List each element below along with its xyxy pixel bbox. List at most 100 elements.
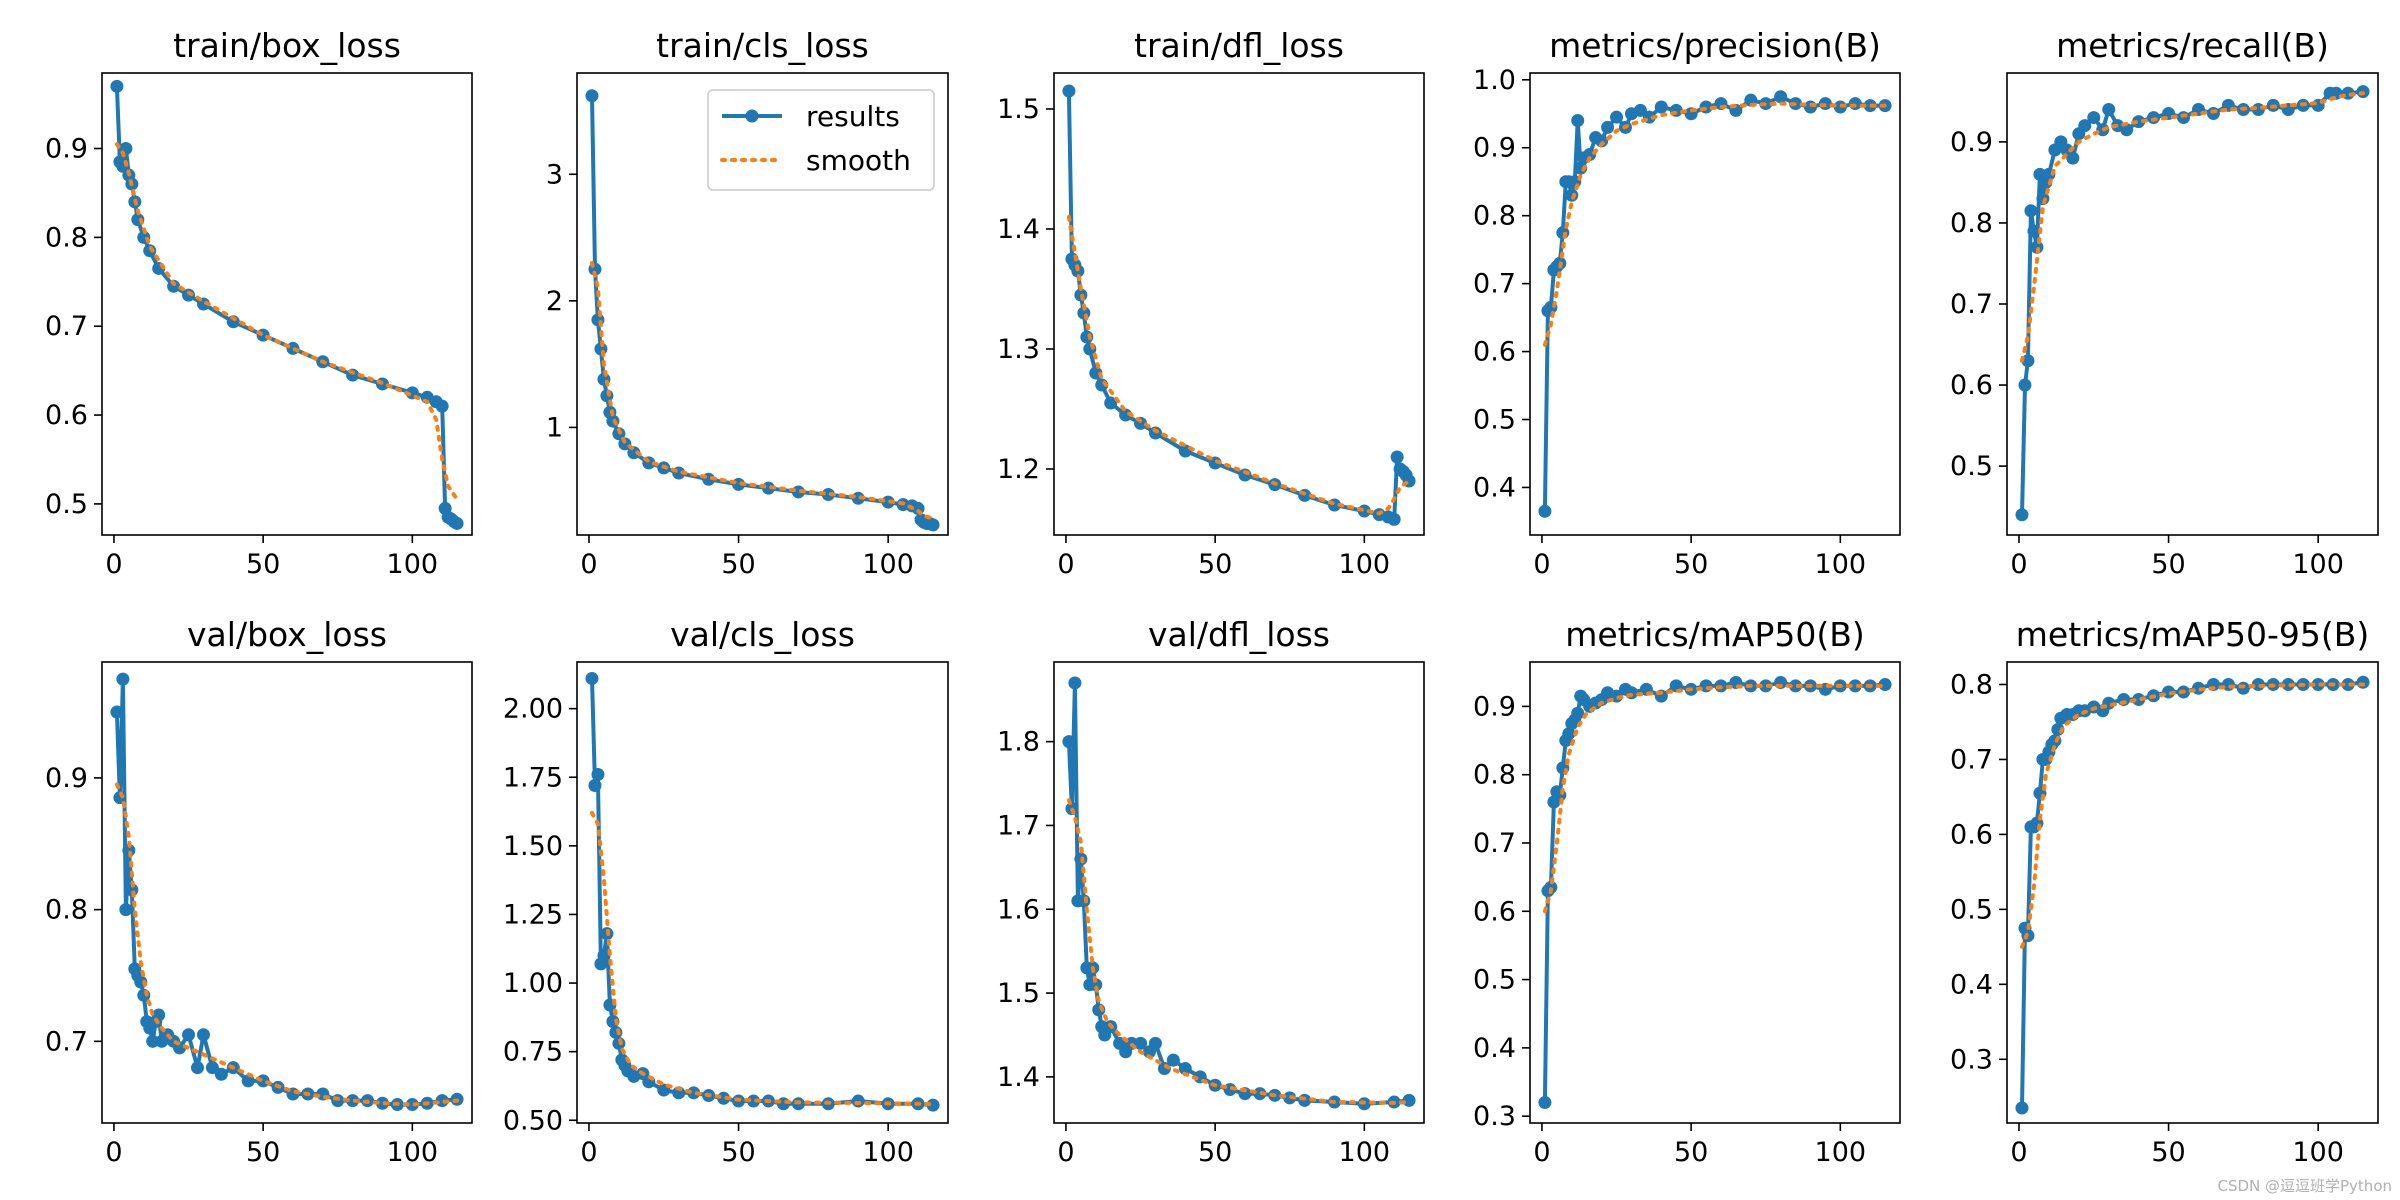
axes-frame bbox=[1053, 72, 1425, 536]
plot-title: val/cls_loss bbox=[670, 615, 855, 654]
smooth-series-line bbox=[114, 782, 460, 1107]
results-series-line bbox=[1066, 90, 1411, 522]
results-series-line bbox=[2020, 680, 2364, 1109]
results-point bbox=[435, 399, 449, 413]
results-point bbox=[405, 1098, 419, 1112]
plot-title: train/cls_loss bbox=[656, 26, 869, 65]
smooth-series-line bbox=[590, 260, 935, 521]
y-tick-label: 0.8 bbox=[1950, 669, 1993, 700]
smooth-series-line bbox=[1066, 215, 1412, 516]
results-point bbox=[585, 671, 599, 685]
y-tick-label: 1.5 bbox=[997, 978, 1040, 1009]
plot-title: val/box_loss bbox=[187, 615, 387, 654]
results-point bbox=[747, 1094, 761, 1108]
y-tick-label: 0.8 bbox=[45, 222, 88, 253]
results-point bbox=[2018, 378, 2032, 392]
y-tick-label: 0.5 bbox=[1950, 894, 1993, 925]
x-tick-label: 50 bbox=[2151, 1137, 2185, 1168]
subplot-metrics-precision-b: metrics/precision(B) 0 50 100 0.4 0.5 0.6 0.7 0.… bbox=[1473, 26, 1901, 580]
y-tick-label: 0.4 bbox=[1950, 969, 1993, 1000]
y-tick-label: 1.4 bbox=[997, 214, 1040, 245]
x-tick-label: 50 bbox=[1674, 549, 1708, 580]
y-tick-label: 0.5 bbox=[1473, 405, 1516, 436]
y-tick-label: 0.9 bbox=[45, 134, 88, 165]
results-point bbox=[110, 79, 124, 93]
x-tick-label: 50 bbox=[1674, 1137, 1708, 1168]
x-tick-label: 0 bbox=[2010, 1137, 2027, 1168]
y-tick-label: 2 bbox=[546, 286, 563, 317]
results-point bbox=[214, 1067, 228, 1081]
smooth-series-line bbox=[114, 142, 460, 502]
watermark-text: CSDN @逗逗班学Python bbox=[2217, 1177, 2392, 1195]
axes-frame bbox=[101, 661, 473, 1124]
x-tick-label: 100 bbox=[2292, 549, 2344, 580]
y-tick-label: 0.4 bbox=[1473, 1033, 1516, 1064]
x-tick-label: 50 bbox=[721, 1137, 755, 1168]
x-tick-label: 100 bbox=[1815, 549, 1867, 580]
y-tick-label: 1.7 bbox=[997, 810, 1040, 841]
y-tick-label: 1.00 bbox=[503, 968, 563, 999]
results-point bbox=[1595, 134, 1609, 148]
results-point bbox=[205, 1061, 219, 1075]
y-tick-label: 0.7 bbox=[1950, 289, 1993, 320]
results-point bbox=[2132, 115, 2146, 129]
y-tick-label: 0.9 bbox=[45, 763, 88, 794]
plot-title: train/dfl_loss bbox=[1134, 26, 1344, 65]
y-tick-label: 0.6 bbox=[45, 400, 88, 431]
x-tick-label: 50 bbox=[246, 1137, 280, 1168]
y-tick-label: 0.6 bbox=[1950, 819, 1993, 850]
x-tick-label: 0 bbox=[580, 549, 597, 580]
axes-frame bbox=[576, 72, 949, 536]
x-tick-label: 0 bbox=[1057, 549, 1074, 580]
y-tick-label: 0.4 bbox=[1473, 472, 1516, 503]
smooth-series-line bbox=[1542, 683, 1888, 914]
x-tick-label: 0 bbox=[105, 549, 122, 580]
results-point bbox=[1390, 450, 1404, 464]
results-point bbox=[1387, 512, 1401, 526]
x-tick-label: 0 bbox=[105, 1137, 122, 1168]
results-point bbox=[146, 1034, 160, 1048]
y-tick-label: 1.25 bbox=[503, 899, 563, 930]
results-point bbox=[116, 672, 130, 686]
results-point bbox=[1759, 679, 1773, 693]
y-tick-label: 1 bbox=[546, 412, 563, 443]
results-point bbox=[1402, 1093, 1416, 1107]
results-point bbox=[1633, 103, 1647, 117]
x-tick-label: 50 bbox=[1198, 549, 1232, 580]
smooth-series-line bbox=[590, 810, 935, 1107]
results-point bbox=[2102, 102, 2116, 116]
x-tick-label: 50 bbox=[246, 549, 280, 580]
axes-frame bbox=[2006, 661, 2379, 1124]
x-tick-label: 0 bbox=[580, 1137, 597, 1168]
results-point bbox=[375, 1096, 389, 1110]
results-point bbox=[2132, 692, 2146, 706]
results-point bbox=[1068, 676, 1082, 690]
results-point bbox=[2030, 240, 2044, 254]
results-point bbox=[2311, 677, 2325, 691]
y-tick-label: 1.2 bbox=[997, 454, 1040, 485]
results-point bbox=[585, 89, 599, 103]
results-series-line bbox=[1542, 680, 1886, 1103]
y-tick-label: 0.7 bbox=[1473, 269, 1516, 300]
results-point bbox=[1601, 120, 1615, 134]
y-tick-label: 1.8 bbox=[997, 727, 1040, 758]
x-tick-label: 100 bbox=[862, 1137, 914, 1168]
y-tick-label: 0.9 bbox=[1473, 691, 1516, 722]
results-point bbox=[1803, 100, 1817, 114]
results-point bbox=[1654, 100, 1668, 114]
results-point bbox=[1610, 110, 1624, 124]
x-tick-label: 100 bbox=[1815, 1137, 1867, 1168]
y-tick-label: 0.7 bbox=[1473, 828, 1516, 859]
results-point bbox=[2206, 107, 2220, 121]
results-point bbox=[1178, 1062, 1192, 1076]
results-point bbox=[2177, 111, 2191, 125]
y-tick-label: 0.7 bbox=[45, 311, 88, 342]
legend: results smooth bbox=[707, 89, 935, 191]
results-point bbox=[110, 705, 124, 719]
results-point bbox=[1166, 1053, 1180, 1067]
results-point bbox=[1148, 426, 1162, 440]
results-point bbox=[119, 903, 133, 917]
smooth-series-line bbox=[1542, 101, 1888, 347]
results-point bbox=[2087, 111, 2101, 125]
